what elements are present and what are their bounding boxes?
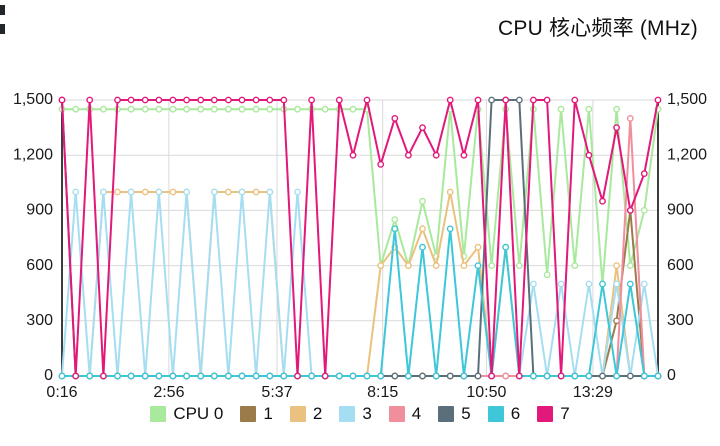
legend-swatch-icon [438, 406, 455, 422]
legend-item-cpu-0: CPU 0 [150, 404, 223, 424]
legend-swatch-icon [150, 406, 167, 422]
legend-label: 2 [312, 404, 323, 423]
svg-text:5:37: 5:37 [261, 384, 292, 400]
svg-text:1,500: 1,500 [667, 91, 707, 108]
legend-swatch-icon [388, 406, 405, 422]
svg-text:0: 0 [667, 367, 676, 384]
legend-item-4: 4 [388, 404, 422, 424]
legend-label: 5 [461, 404, 471, 423]
legend-swatch-icon [339, 406, 356, 422]
legend-item-7: 7 [537, 404, 570, 424]
svg-text:600: 600 [26, 257, 53, 274]
svg-text:600: 600 [667, 257, 694, 274]
svg-text:900: 900 [667, 202, 694, 219]
edge-artifact-mark [0, 24, 5, 34]
legend-item-5: 5 [438, 404, 471, 424]
cpu-frequency-chart: 0 0 300 300 600 600 900 900 1,200 1,200 1,500 1,500… [13, 91, 707, 400]
svg-text:2:56: 2:56 [153, 384, 184, 400]
svg-text:1,200: 1,200 [13, 146, 53, 163]
legend-label: 7 [560, 404, 570, 423]
svg-text:300: 300 [667, 312, 694, 329]
legend-label: 3 [362, 404, 372, 423]
svg-text:13:29: 13:29 [573, 384, 613, 400]
svg-text:0: 0 [44, 367, 53, 384]
legend-item-1: 1 [240, 404, 273, 424]
svg-text:1,200: 1,200 [667, 146, 707, 163]
svg-text:900: 900 [26, 202, 53, 219]
chart-legend: CPU 0 1 2 3 4 5 6 7 [0, 404, 720, 424]
svg-text:1,500: 1,500 [13, 91, 53, 108]
svg-text:0:16: 0:16 [46, 384, 77, 400]
svg-text:8:15: 8:15 [367, 384, 398, 400]
svg-text:300: 300 [26, 312, 53, 329]
svg-text:10:50: 10:50 [466, 384, 506, 400]
edge-artifact-icon [0, 5, 8, 34]
legend-label: 6 [510, 404, 521, 423]
legend-item-3: 3 [339, 404, 372, 424]
legend-item-6: 6 [487, 404, 521, 424]
legend-swatch-icon [537, 406, 554, 422]
chart-title: CPU 核心频率 (MHz) [498, 17, 698, 40]
legend-swatch-icon [289, 406, 306, 422]
legend-item-2: 2 [289, 404, 323, 424]
legend-label: 4 [411, 404, 422, 423]
legend-label: 1 [263, 404, 273, 423]
legend-swatch-icon [487, 406, 504, 422]
legend-label: CPU 0 [173, 404, 224, 423]
edge-artifact-mark [0, 5, 5, 15]
legend-swatch-icon [240, 406, 257, 422]
